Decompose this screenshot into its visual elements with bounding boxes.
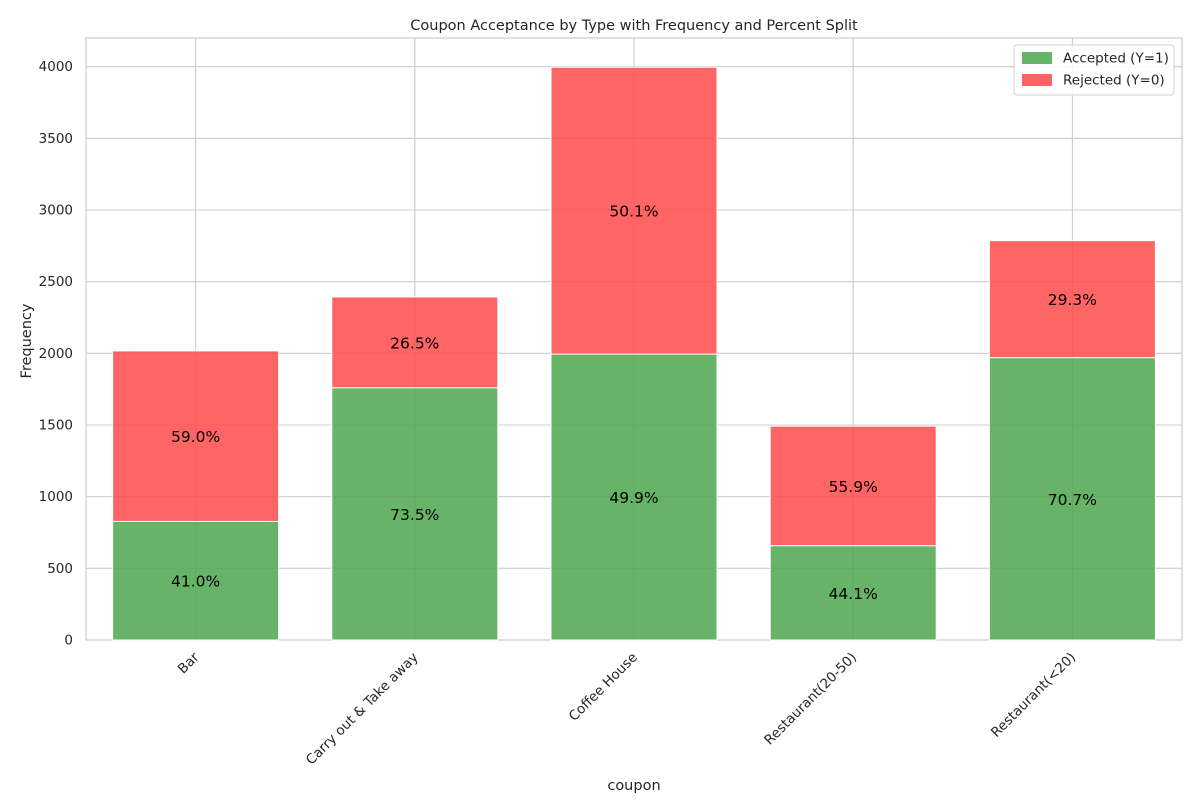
- y-tick-label: 2500: [39, 274, 73, 290]
- bar-rejected-restaurant-20: [988, 240, 1156, 359]
- bar-accepted-coffee-house: [550, 353, 718, 641]
- bar-accepted-restaurant-20-50: [769, 545, 937, 641]
- chart-title: Coupon Acceptance by Type with Frequency…: [410, 18, 858, 34]
- percent-label-accepted-bar: 41.0%: [171, 573, 220, 591]
- legend-box: [1013, 44, 1175, 96]
- percent-label-rejected-coffee-house: 50.1%: [609, 203, 658, 221]
- bar-accepted-bar: [112, 520, 280, 641]
- bars-layer: [112, 66, 1156, 641]
- y-tick-label: 3500: [39, 131, 73, 147]
- bar-accepted-restaurant-20: [988, 357, 1156, 641]
- percent-label-accepted-coffee-house: 49.9%: [609, 489, 658, 507]
- percent-label-rejected-restaurant-20-50: 55.9%: [829, 478, 878, 496]
- percent-label-accepted-carry-out-take-away: 73.5%: [390, 506, 439, 524]
- bar-rejected-carry-out-take-away: [331, 296, 499, 389]
- percent-label-accepted-restaurant-20-50: 44.1%: [829, 585, 878, 603]
- x-tick-label: Bar: [175, 649, 203, 677]
- y-tick-label: 500: [47, 561, 73, 577]
- x-tick-label: Restaurant(<20): [988, 650, 1079, 741]
- y-tick-label: 3000: [39, 203, 73, 219]
- bar-accepted-carry-out-take-away: [331, 387, 499, 641]
- x-tick-label: Coffee House: [566, 650, 641, 725]
- x-tick-label: Restaurant(20-50): [761, 650, 860, 749]
- bar-rejected-restaurant-20-50: [769, 425, 937, 547]
- bar-rejected-coffee-house: [550, 66, 718, 355]
- percent-label-rejected-bar: 59.0%: [171, 428, 220, 446]
- y-tick-label: 1500: [39, 418, 73, 434]
- legend-label-rejected: Rejected (Y=0): [1063, 73, 1165, 89]
- bar-rejected-bar: [112, 350, 280, 522]
- x-axis-label: coupon: [607, 778, 660, 794]
- legend-label-accepted: Accepted (Y=1): [1063, 51, 1169, 67]
- percent-label-rejected-carry-out-take-away: 26.5%: [390, 334, 439, 352]
- y-tick-label: 0: [64, 633, 73, 649]
- percent-labels-layer: 41.0% 73.5% 49.9% 44.1% 70.7% 59.0% 26.5% 50.1%…: [171, 203, 1097, 603]
- x-tick-label: Carry out & Take away: [303, 650, 422, 769]
- legend-swatch-rejected: [1022, 74, 1052, 86]
- y-axis-label: Frequency: [19, 303, 35, 378]
- legend: Accepted (Y=1) Rejected (Y=0): [1013, 44, 1175, 96]
- legend-swatch-accepted: [1022, 52, 1052, 64]
- percent-label-rejected-restaurant-20: 29.3%: [1048, 291, 1097, 309]
- y-tick-label: 4000: [39, 59, 73, 75]
- y-tick-label: 2000: [39, 346, 73, 362]
- percent-label-accepted-restaurant-20: 70.7%: [1048, 491, 1097, 509]
- y-tick-label: 1000: [39, 489, 73, 505]
